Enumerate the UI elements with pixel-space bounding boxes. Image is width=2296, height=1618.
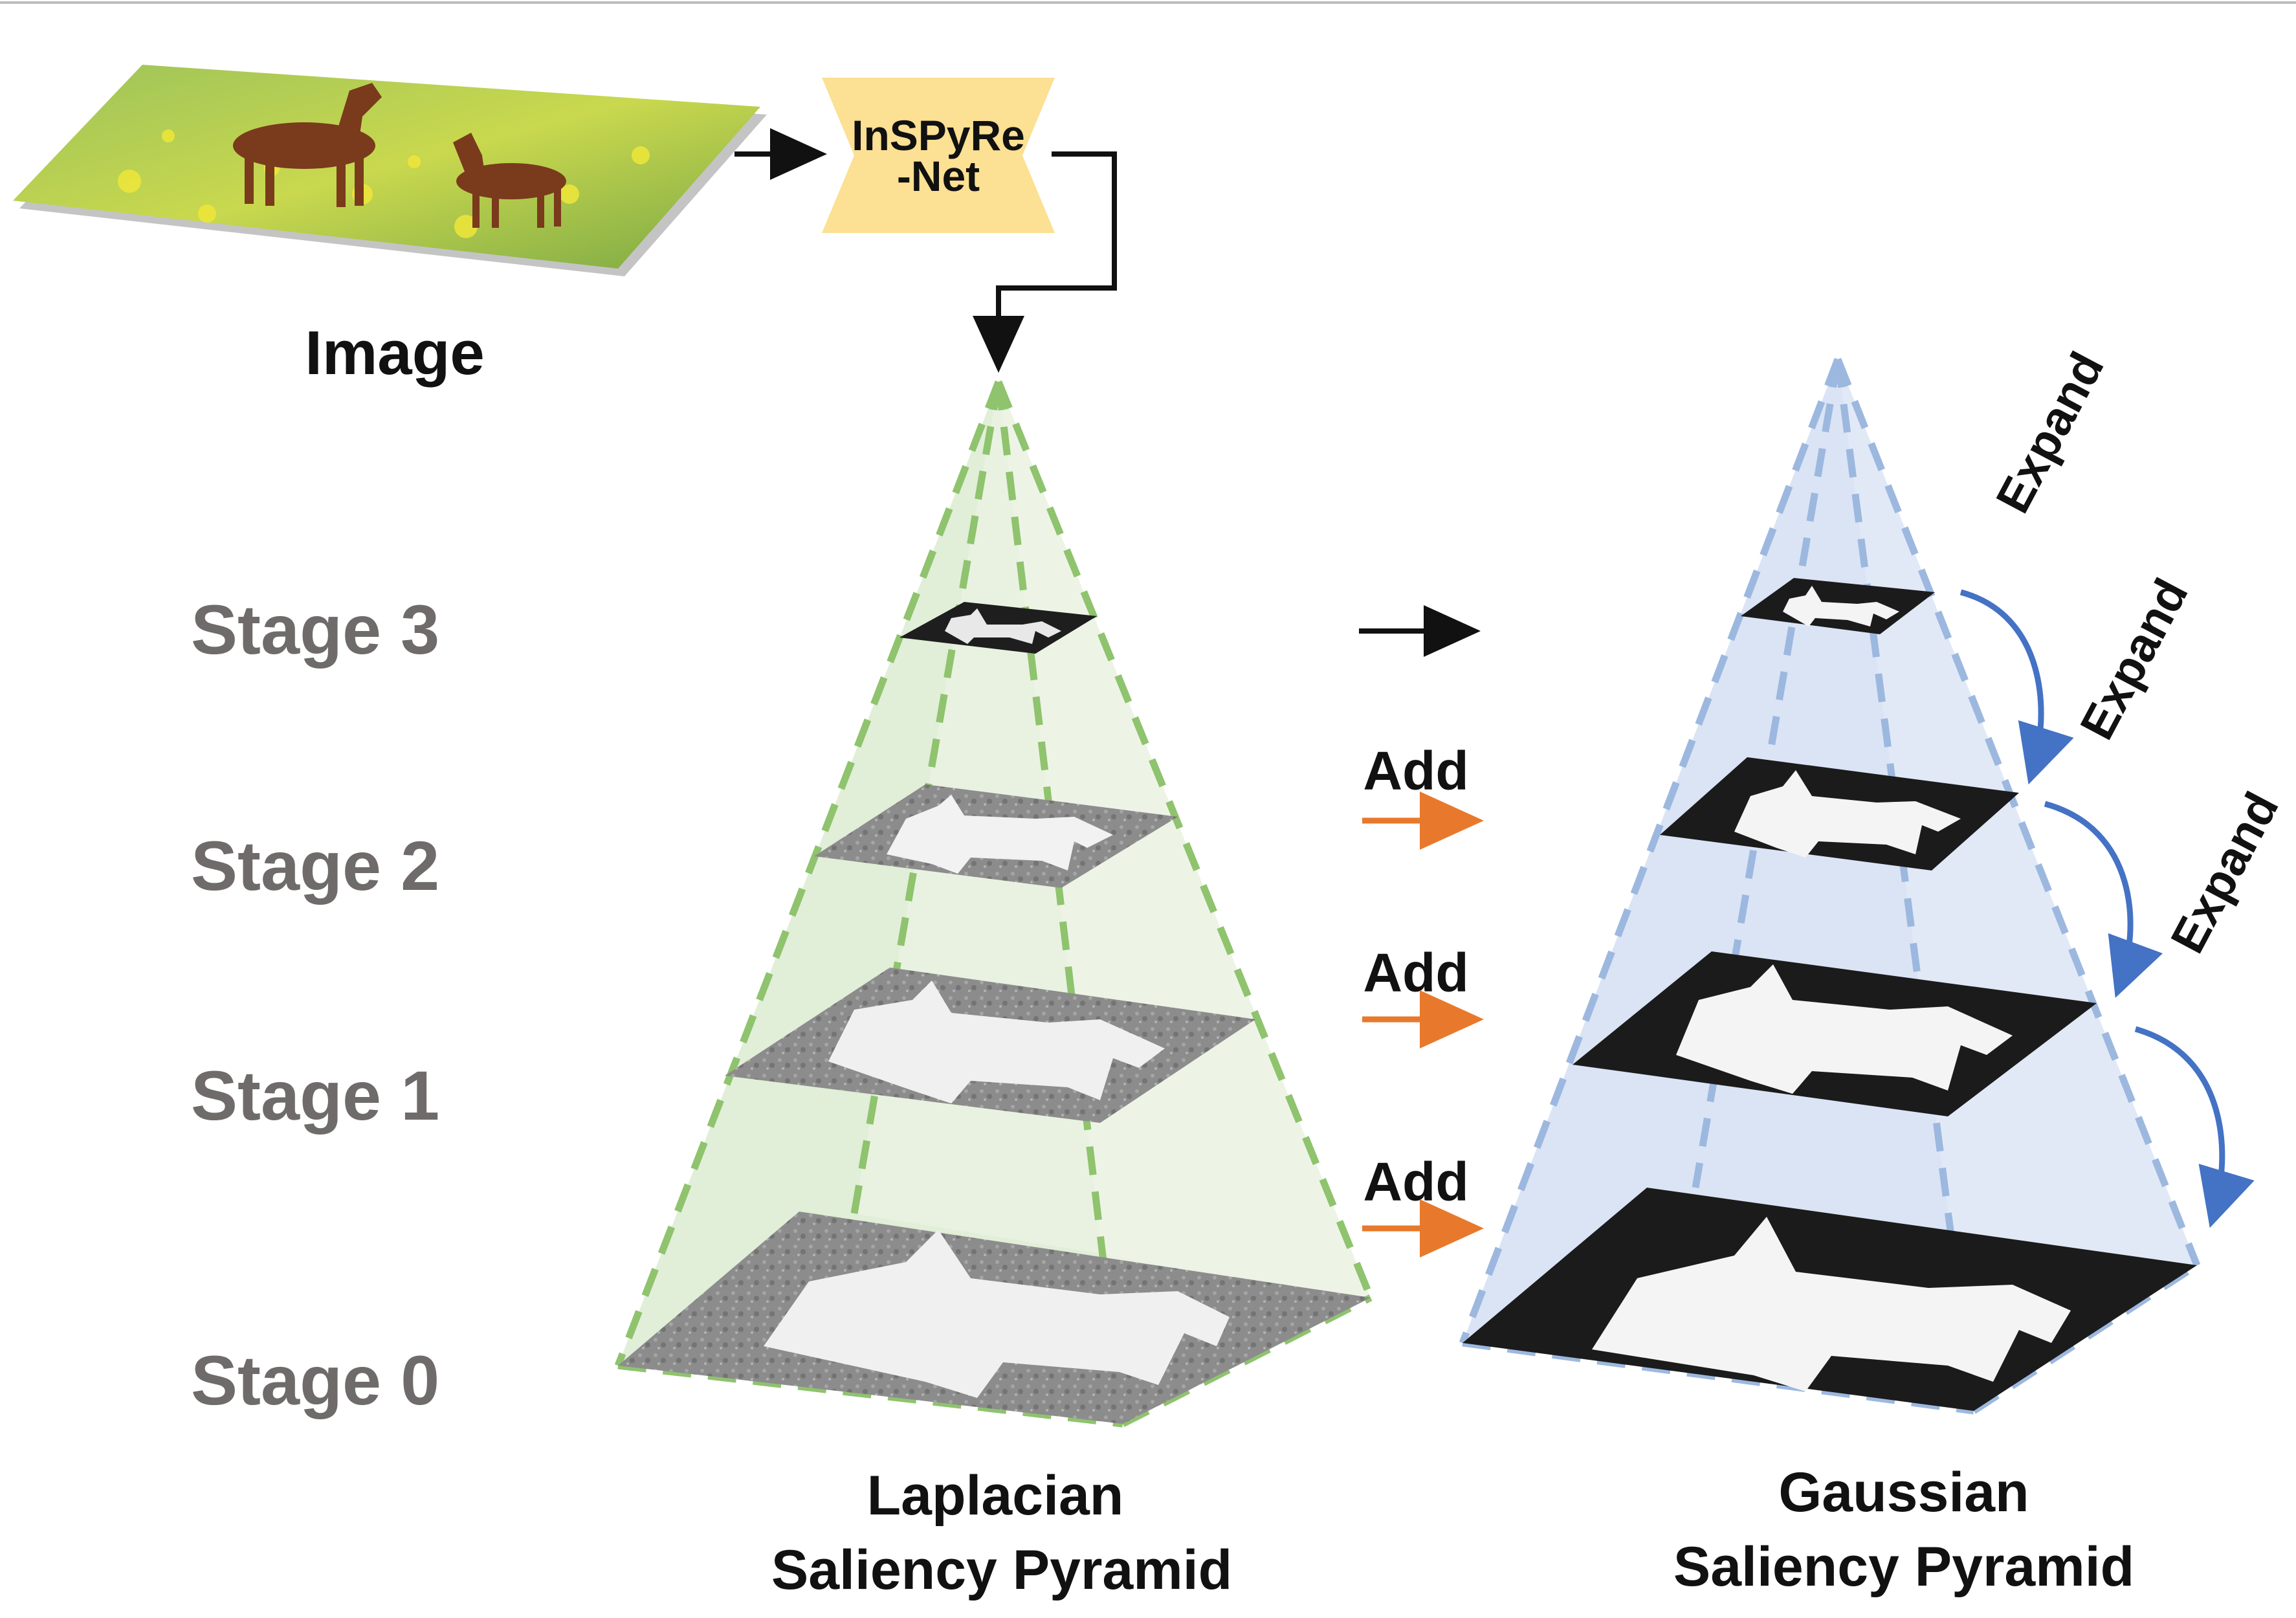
laplacian-layer-stage2 bbox=[814, 784, 1178, 888]
expand-arrow-3-to-2 bbox=[1959, 589, 2074, 785]
expand-arrow-2-to-1 bbox=[2044, 801, 2163, 998]
expand-label-2-to-1: Expand bbox=[2160, 784, 2289, 962]
add-label-stage1: Add bbox=[1363, 942, 1468, 1003]
stage3-label: Stage 3 bbox=[191, 590, 439, 669]
arrow-net-to-pyramid bbox=[973, 151, 1117, 373]
stage1-label: Stage 1 bbox=[191, 1056, 439, 1135]
gaussian-title-line2: Saliency Pyramid bbox=[1673, 1536, 2134, 1598]
image-label: Image bbox=[305, 318, 484, 388]
expand-label-3-to-2: Expand bbox=[2070, 570, 2198, 748]
inspyre-net-box bbox=[822, 78, 1055, 233]
stage2-label: Stage 2 bbox=[191, 826, 439, 905]
gaussian-layer-stage1 bbox=[1573, 951, 2097, 1116]
expand-arrow-1-to-0 bbox=[2134, 1026, 2255, 1228]
gaussian-layer-stage2 bbox=[1660, 757, 2019, 870]
add-label-stage0: Add bbox=[1363, 1151, 1468, 1212]
horse-silhouette bbox=[233, 83, 566, 228]
network-label-line1: InSPyRe bbox=[852, 111, 1025, 159]
gaussian-pyramid bbox=[1459, 357, 2201, 1415]
laplacian-title-line1: Laplacian bbox=[867, 1465, 1124, 1527]
gaussian-layer-stage3 bbox=[1741, 578, 1935, 634]
add-label-stage2: Add bbox=[1363, 740, 1468, 801]
network-label-line2: -Net bbox=[897, 152, 980, 200]
laplacian-pyramid bbox=[614, 380, 1374, 1428]
laplacian-layer-stage3 bbox=[900, 602, 1097, 654]
gaussian-layer-stage0 bbox=[1463, 1188, 2197, 1411]
laplacian-title-line2: Saliency Pyramid bbox=[771, 1539, 1232, 1601]
expand-label-top: Expand bbox=[1985, 344, 2114, 522]
gaussian-title-line1: Gaussian bbox=[1778, 1461, 2029, 1524]
stage0-label: Stage 0 bbox=[191, 1341, 439, 1419]
laplacian-layer-stage1 bbox=[725, 968, 1255, 1123]
laplacian-layer-stage0 bbox=[618, 1212, 1371, 1424]
input-image bbox=[13, 65, 767, 276]
